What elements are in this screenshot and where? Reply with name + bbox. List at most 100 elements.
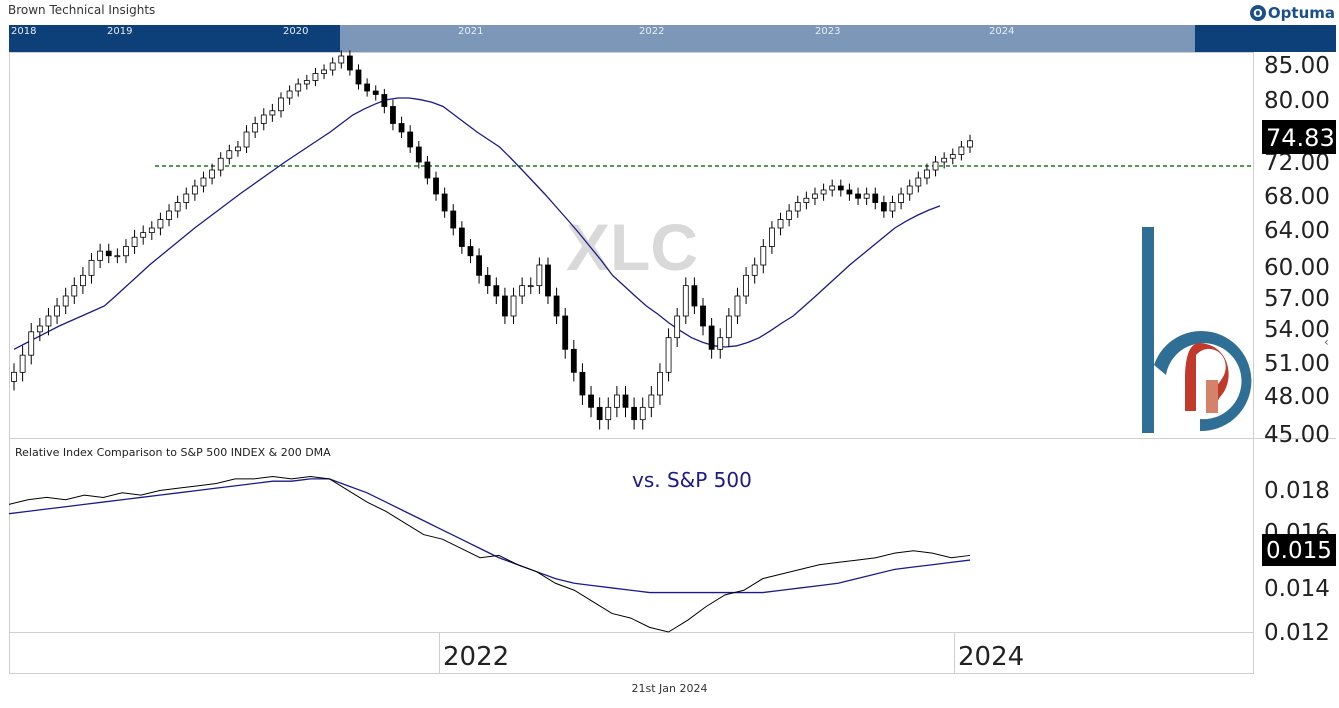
candle-body — [725, 315, 732, 339]
candle-body — [786, 210, 793, 220]
navigator-year: 2021 — [458, 26, 484, 37]
candle-body — [700, 305, 706, 327]
candle-body — [467, 246, 474, 257]
candle — [45, 308, 52, 336]
ratio-layer — [8, 476, 971, 633]
candle — [751, 257, 758, 284]
navigator-selection[interactable] — [340, 25, 1195, 52]
candle-body — [131, 236, 138, 247]
time-navigator[interactable]: 2018 2019 2020 2021 2022 2023 2024 — [9, 25, 1336, 52]
candle — [932, 156, 939, 177]
candle-body — [346, 55, 353, 71]
candle — [424, 156, 431, 185]
candle — [97, 243, 104, 269]
candle-body — [381, 94, 388, 107]
candle-body — [734, 295, 741, 317]
candle — [777, 212, 784, 236]
candle — [837, 179, 844, 197]
candle-body — [622, 394, 629, 408]
candle-body — [303, 80, 310, 85]
candle-body — [458, 227, 465, 247]
candle — [407, 125, 414, 153]
candle — [88, 252, 95, 284]
candle-body — [415, 146, 422, 163]
candle — [700, 298, 706, 336]
candle — [588, 385, 594, 418]
candle-body — [743, 274, 749, 297]
last-ratio-label: 0.015 — [1266, 538, 1332, 564]
candle — [433, 171, 439, 201]
y-tick-label: 85.00 — [1264, 53, 1330, 79]
candle — [657, 363, 663, 405]
watermark-ticker: XLC — [566, 210, 698, 284]
candle-body — [639, 406, 646, 421]
x-tick-label: 2022 — [443, 642, 509, 672]
candle — [415, 141, 422, 169]
candle — [570, 340, 577, 382]
y-tick-label: 68.00 — [1264, 184, 1330, 210]
y-tick-label: 72.00 — [1264, 150, 1330, 176]
candle — [545, 257, 551, 304]
dma-line — [8, 478, 971, 594]
price-layer — [11, 50, 1253, 430]
candle — [476, 248, 482, 284]
candle-body — [889, 202, 896, 212]
candle-body — [579, 371, 586, 396]
candle-body — [631, 406, 638, 421]
y-tick-label: 0.014 — [1264, 576, 1330, 602]
candle-body — [510, 295, 517, 317]
candle-body — [967, 140, 973, 148]
collapse-arrow-icon[interactable]: ‹ — [1324, 335, 1329, 349]
candle-body — [708, 325, 715, 350]
candle — [71, 277, 78, 304]
candle-body — [148, 227, 155, 234]
candle-body — [872, 193, 879, 203]
candle — [863, 187, 870, 206]
navigator-year: 2018 — [11, 26, 37, 37]
y-tick-label: 0.018 — [1264, 478, 1330, 504]
candle — [286, 85, 293, 105]
candle — [725, 308, 732, 347]
candle-body — [717, 337, 724, 350]
candle-body — [553, 295, 560, 317]
candle-body — [321, 69, 327, 74]
candle-body — [36, 325, 43, 333]
candle — [812, 187, 818, 206]
candle — [217, 152, 224, 177]
candle-body — [941, 157, 948, 163]
candle — [502, 287, 508, 324]
candle — [131, 229, 138, 254]
candle-body — [407, 131, 414, 148]
candle-body — [570, 348, 577, 373]
candle-body — [114, 255, 121, 258]
y-tick-label: 57.00 — [1264, 286, 1330, 312]
candle-body — [596, 406, 603, 421]
candle — [11, 363, 17, 391]
candle — [493, 277, 500, 304]
candle-body — [200, 177, 207, 187]
candle-body — [657, 371, 663, 396]
candle — [967, 134, 973, 153]
candle-body — [28, 331, 35, 356]
app-title: Brown Technical Insights — [8, 3, 156, 17]
chart-frame — [9, 52, 1254, 674]
moving-average-line — [13, 97, 941, 350]
candle — [536, 257, 543, 294]
candle-body — [157, 219, 164, 229]
candle — [235, 141, 241, 157]
candle-body — [364, 83, 371, 92]
candle-body — [519, 285, 526, 297]
candle — [166, 204, 172, 227]
candle-body — [123, 246, 129, 257]
candle-body — [45, 315, 52, 327]
candle-body — [390, 106, 396, 124]
candle-body — [863, 193, 870, 199]
candle — [743, 267, 749, 304]
candle — [226, 144, 233, 165]
candle-body — [674, 315, 681, 339]
candle — [949, 148, 956, 165]
candle — [734, 287, 741, 324]
navigator-year: 2024 — [989, 26, 1015, 37]
candle-body — [312, 73, 319, 81]
